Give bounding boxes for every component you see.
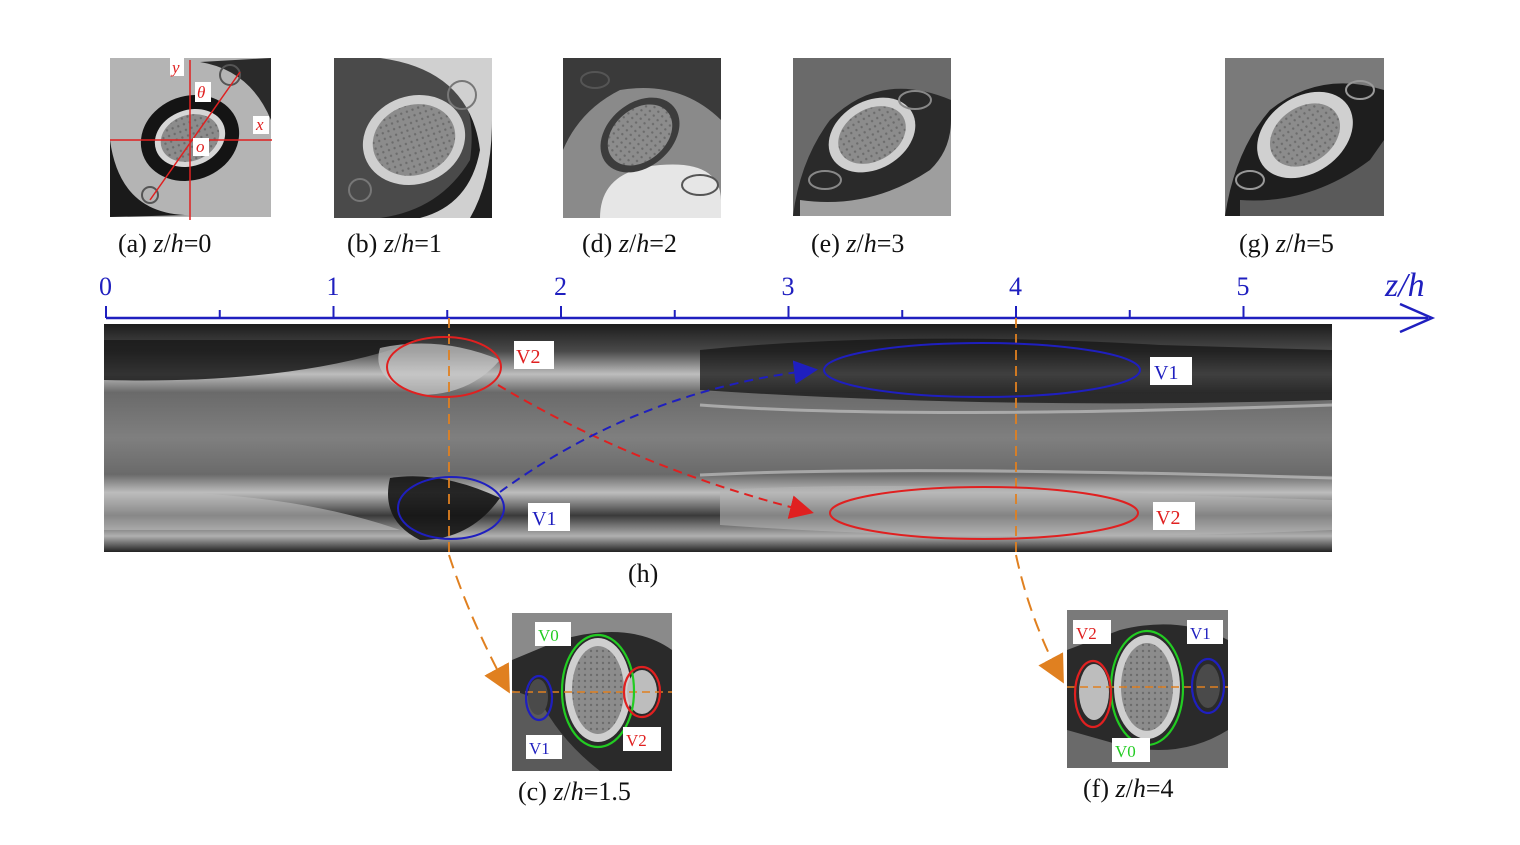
label-v2-top: V2 [516,346,540,368]
caption-panel-g: (g) z/h=5 [1239,229,1334,258]
axis-tick-label: 5 [1237,272,1250,301]
axis-tick-label: 1 [327,272,340,301]
caption-panel-c: (c) z/h=1.5 [518,777,631,806]
vortex-v2-top-ellipse [386,336,502,398]
axis-tick-label: 0 [99,272,112,301]
inset-f-label-v2: V2 [1076,624,1097,643]
inset-c-label-v2: V2 [626,731,647,750]
caption-panel-h: (h) [628,559,658,588]
caption-panel-f: (f) z/h=4 [1083,774,1174,803]
label-v2-bottom: V2 [1156,507,1180,529]
vortex-v1-top-ellipse [823,342,1141,398]
vortex-v2-bottom-ellipse [829,486,1139,540]
arrow-to-inset-f [1015,554,1064,684]
panel-g-image [1225,58,1384,216]
z-axis: 0 1 2 3 4 5 z/h [99,267,1436,334]
axis-tick-label: 3 [782,272,795,301]
axis-tick-label: 2 [554,272,567,301]
panel-d-image [563,58,721,218]
arrow-to-inset-c [448,554,510,694]
panel-e-image [793,58,951,216]
trajectory-v1-arrow [499,360,818,493]
panel-a-origin-label: o [196,137,205,156]
panel-a-y-label: y [170,58,180,77]
axis-tick-label: 4 [1009,272,1022,301]
caption-panel-b: (b) z/h=1 [347,229,442,258]
panel-a-x-label: x [255,115,264,134]
panel-h-image [104,324,1333,552]
panel-b-image [334,58,492,218]
caption-panel-d: (d) z/h=2 [582,229,677,258]
inset-c-label-v0: V0 [538,626,559,645]
inset-c-label-v1: V1 [529,739,550,758]
label-v1-top: V1 [1154,362,1178,384]
axis-name: z/h [1384,267,1425,304]
inset-f-label-v1: V1 [1190,624,1211,643]
panel-a-theta-label: θ [197,83,205,102]
panel-a-image: y x θ o [110,58,272,220]
trajectory-v2-arrow [497,384,814,519]
inset-f-label-v0: V0 [1115,742,1136,761]
caption-panel-e: (e) z/h=3 [811,229,904,258]
label-v1-bottom: V1 [532,508,556,530]
caption-panel-a: (a) z/h=0 [118,229,211,258]
vortex-v1-bottom-ellipse [397,476,505,540]
